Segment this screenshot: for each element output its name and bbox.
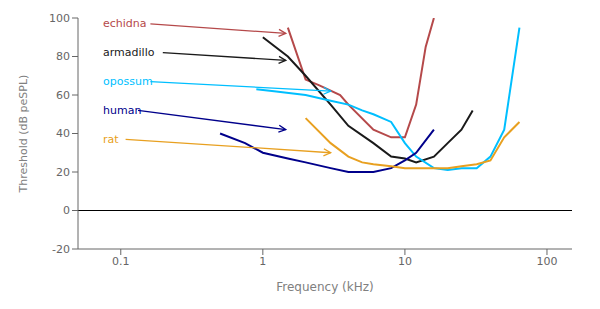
svg-text:100: 100: [536, 255, 557, 268]
svg-text:-20: -20: [52, 243, 70, 256]
svg-text:armadillo: armadillo: [103, 46, 155, 59]
svg-text:human: human: [103, 104, 141, 117]
svg-text:20: 20: [56, 166, 70, 179]
svg-text:60: 60: [56, 89, 70, 102]
svg-text:echidna: echidna: [103, 17, 147, 30]
svg-text:Frequency (kHz): Frequency (kHz): [276, 280, 373, 294]
svg-text:0: 0: [63, 204, 70, 217]
svg-text:80: 80: [56, 50, 70, 63]
svg-text:100: 100: [49, 12, 70, 25]
svg-text:1: 1: [259, 255, 266, 268]
svg-text:rat: rat: [103, 133, 119, 146]
svg-text:40: 40: [56, 127, 70, 140]
svg-text:opossum: opossum: [103, 75, 153, 88]
svg-text:Threshold (dB peSPL): Threshold (dB peSPL): [17, 75, 30, 194]
svg-text:0.1: 0.1: [112, 255, 130, 268]
svg-text:10: 10: [398, 255, 412, 268]
